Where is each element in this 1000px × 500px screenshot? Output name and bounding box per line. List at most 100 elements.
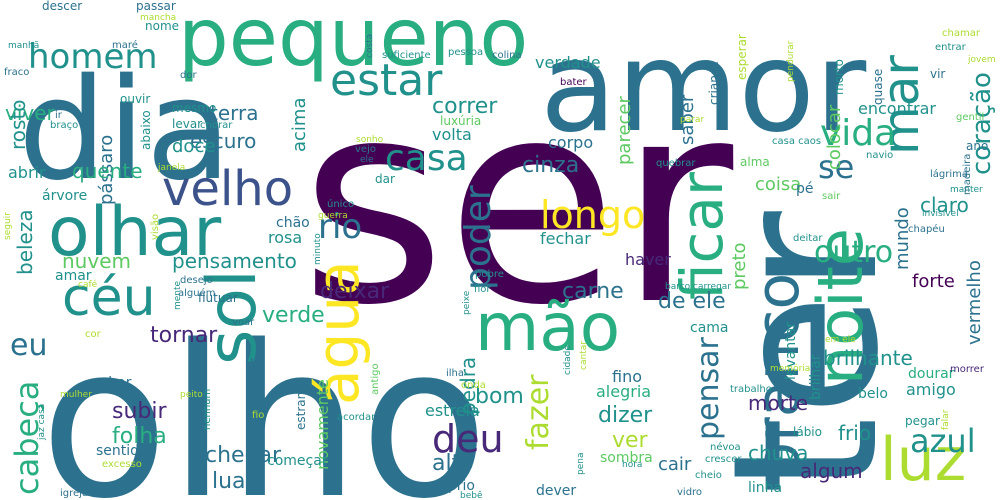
word-abaixo: abaixo xyxy=(139,110,153,150)
word-alegria: alegria xyxy=(596,382,651,401)
word-excesso: excesso xyxy=(102,459,142,470)
word-luz: luz xyxy=(880,425,966,495)
word-carne: carne xyxy=(562,279,624,304)
word-trabalho: trabalho xyxy=(730,384,772,395)
word-mancha: mancha xyxy=(140,13,176,23)
word-vidro: vidro xyxy=(677,487,702,498)
word-corpo: corpo xyxy=(548,133,593,152)
word-esperar: esperar xyxy=(735,34,749,80)
word-dever: dever xyxy=(536,483,576,499)
word-cafe: café xyxy=(78,279,98,290)
word-ele: ele xyxy=(360,155,374,165)
word-gentil: gentil xyxy=(956,112,984,123)
word-verde: verde xyxy=(262,303,325,328)
word-dia: dia xyxy=(18,49,232,212)
word-poder: poder xyxy=(458,185,499,290)
word-chuva: chuva xyxy=(748,441,808,465)
word-madeira: madeira xyxy=(962,154,973,195)
word-costa: costa xyxy=(365,34,375,58)
word-voar: voar xyxy=(232,317,255,328)
word-suficiente: suficiente xyxy=(382,50,431,61)
word-deitar: deitar xyxy=(793,233,823,244)
word-descer: descer xyxy=(42,0,82,13)
word-coisa: coisa xyxy=(755,174,801,195)
word-hora: hora xyxy=(622,460,642,470)
word-quase: quase xyxy=(871,69,885,105)
word-mare: maré xyxy=(112,39,138,51)
word-longo: longo xyxy=(540,193,645,237)
word-vir: vir xyxy=(930,67,945,81)
word-correr: correr xyxy=(432,94,498,119)
word-haver: haver xyxy=(625,250,671,269)
word-pegar: pegar xyxy=(905,414,940,428)
word-subir: subir xyxy=(112,399,167,424)
word-eu: eu xyxy=(10,328,47,363)
word-encontrar: encontrar xyxy=(858,99,936,118)
word-outro: outro xyxy=(814,235,893,270)
word-abrir: abrir xyxy=(8,163,46,182)
word-ir: ir xyxy=(55,110,63,121)
word-fazer: fazer xyxy=(521,374,556,450)
word-doce: doce xyxy=(172,136,215,157)
word-navio: navio xyxy=(866,150,893,161)
word-cinza: cinza xyxy=(522,153,579,178)
word-folha: folha xyxy=(112,424,167,449)
word-luxuria: luxúria xyxy=(440,114,481,128)
word-forte: forte xyxy=(912,271,955,292)
word-ver: ver xyxy=(612,428,649,453)
word-comecar: começar xyxy=(267,453,328,469)
word-alto: alto xyxy=(432,451,474,476)
word-pedra: pedra xyxy=(456,357,480,415)
word-ficar: ficar xyxy=(668,172,736,300)
word-noite: noite xyxy=(804,228,877,385)
word-bater: bater xyxy=(560,77,588,88)
word-brilhar: brilhar xyxy=(808,354,824,400)
word-claro: claro xyxy=(920,193,969,217)
word-nevoa: névoa xyxy=(710,441,741,453)
word-chorar: chorar xyxy=(200,120,233,131)
word-desejo: desejo xyxy=(180,275,213,286)
word-pequeno: pequeno xyxy=(178,0,528,84)
word-fino: fino xyxy=(612,367,642,386)
word-pobre: pobre xyxy=(475,269,504,280)
word-amigo: amigo xyxy=(906,380,956,399)
word-invisivel: invisível xyxy=(922,209,959,219)
word-olho: olho xyxy=(40,300,488,500)
word-viver: viver xyxy=(5,101,56,125)
word-deu: deu xyxy=(432,417,504,461)
word-tornar: tornar xyxy=(150,323,218,348)
word-peixe: peixe xyxy=(462,290,472,315)
word-vida: vida xyxy=(820,113,896,154)
word-beleza: beleza xyxy=(13,209,37,275)
word-escuro: escuro xyxy=(190,129,256,153)
word-fechar: fechar xyxy=(540,229,591,248)
word-minuto: minuto xyxy=(313,233,323,265)
word-belo: belo xyxy=(858,386,888,402)
word-cabeca: cabeça xyxy=(8,381,46,495)
word-casa: casa xyxy=(385,138,468,179)
word-seguir: seguir xyxy=(3,212,13,240)
word-igreja: igreja xyxy=(60,488,88,499)
word-crescer: crescer xyxy=(705,454,742,465)
word-dar: dar xyxy=(375,172,395,186)
word-sair: sair xyxy=(822,191,841,202)
word-parar: parar xyxy=(680,115,704,125)
word-chapeu: chapéu xyxy=(908,223,945,235)
word-amar: amar xyxy=(55,268,92,284)
word-parecer: parecer xyxy=(614,95,635,165)
word-ter: ter xyxy=(690,211,923,495)
word-pendurar: pendurar xyxy=(786,40,796,82)
word-cheio: cheio xyxy=(695,470,722,481)
word-arvore: árvore xyxy=(42,188,87,204)
word-volta: volta xyxy=(432,125,472,144)
word-fio: fio xyxy=(252,410,264,421)
word-brilhante: brilhante xyxy=(823,346,913,370)
word-fraco: fraco xyxy=(4,67,29,78)
word-morrer: morrer xyxy=(950,364,985,375)
word-cor: cor xyxy=(85,329,102,340)
word-achar: achar xyxy=(92,375,132,391)
word-cidade: cidade xyxy=(563,345,573,375)
word-dor: dor xyxy=(180,70,197,81)
word-pensamento: pensamento xyxy=(172,249,297,273)
